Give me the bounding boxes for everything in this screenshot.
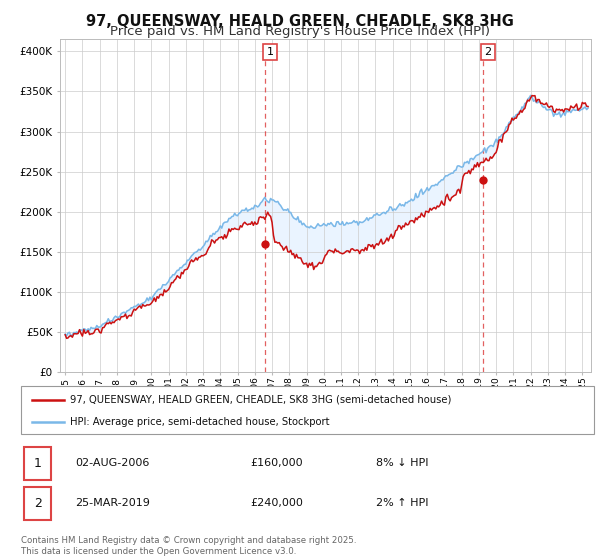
Text: £240,000: £240,000 xyxy=(250,498,303,508)
FancyBboxPatch shape xyxy=(24,487,52,520)
Text: 1: 1 xyxy=(34,457,41,470)
Text: Price paid vs. HM Land Registry's House Price Index (HPI): Price paid vs. HM Land Registry's House … xyxy=(110,25,490,38)
FancyBboxPatch shape xyxy=(24,447,52,480)
Text: 8% ↓ HPI: 8% ↓ HPI xyxy=(376,458,429,468)
Text: 2% ↑ HPI: 2% ↑ HPI xyxy=(376,498,429,508)
Text: Contains HM Land Registry data © Crown copyright and database right 2025.
This d: Contains HM Land Registry data © Crown c… xyxy=(21,536,356,556)
Text: 97, QUEENSWAY, HEALD GREEN, CHEADLE, SK8 3HG: 97, QUEENSWAY, HEALD GREEN, CHEADLE, SK8… xyxy=(86,14,514,29)
Text: 02-AUG-2006: 02-AUG-2006 xyxy=(76,458,150,468)
Text: £160,000: £160,000 xyxy=(250,458,303,468)
Text: 2: 2 xyxy=(485,47,491,57)
Text: 2: 2 xyxy=(34,497,41,510)
Text: HPI: Average price, semi-detached house, Stockport: HPI: Average price, semi-detached house,… xyxy=(70,417,329,427)
Text: 97, QUEENSWAY, HEALD GREEN, CHEADLE, SK8 3HG (semi-detached house): 97, QUEENSWAY, HEALD GREEN, CHEADLE, SK8… xyxy=(70,395,451,405)
FancyBboxPatch shape xyxy=(21,386,594,434)
Text: 1: 1 xyxy=(266,47,274,57)
Text: 25-MAR-2019: 25-MAR-2019 xyxy=(76,498,151,508)
